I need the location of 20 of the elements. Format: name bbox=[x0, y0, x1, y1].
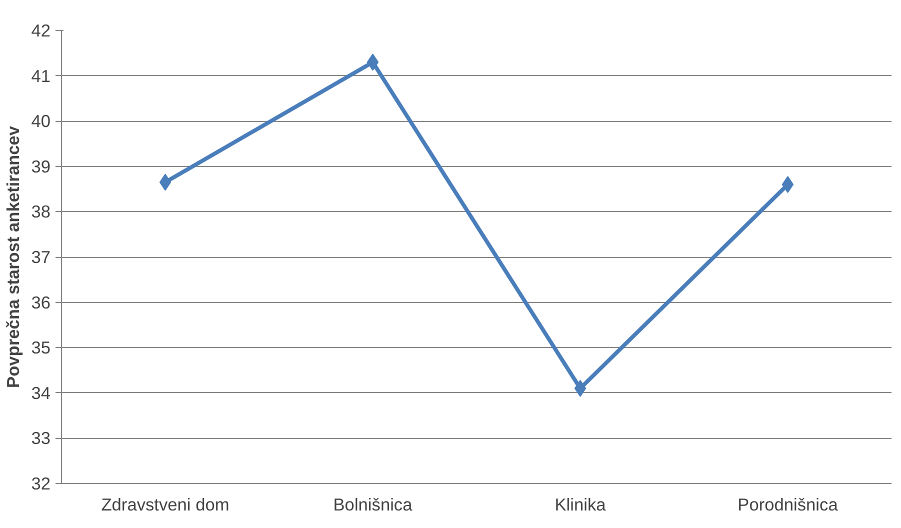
y-axis-title: Povprečna starost anketirancev bbox=[3, 126, 24, 388]
y-tick-label: 37 bbox=[31, 247, 51, 267]
y-tick-label: 34 bbox=[31, 382, 51, 403]
y-tick-label: 40 bbox=[31, 111, 51, 132]
y-tick-label: 35 bbox=[31, 338, 51, 358]
x-tick-label: Zdravstveni dom bbox=[101, 494, 230, 514]
y-tick-label: 36 bbox=[31, 292, 51, 312]
y-tick-label: 32 bbox=[31, 474, 51, 494]
point bbox=[366, 54, 379, 71]
x-tick-label: Porodnišnica bbox=[738, 494, 838, 514]
y-tick-label: 41 bbox=[31, 66, 51, 86]
y-tick-label: 42 bbox=[31, 20, 51, 40]
x-tick-label: Bolnišnica bbox=[333, 494, 413, 514]
y-tick-label: 38 bbox=[31, 202, 51, 222]
x-tick-label: Klinika bbox=[554, 494, 606, 514]
point bbox=[782, 176, 794, 194]
y-tick-label: 39 bbox=[31, 156, 51, 176]
point bbox=[574, 380, 586, 397]
point bbox=[159, 174, 172, 191]
y-tick-label: 33 bbox=[31, 428, 51, 448]
